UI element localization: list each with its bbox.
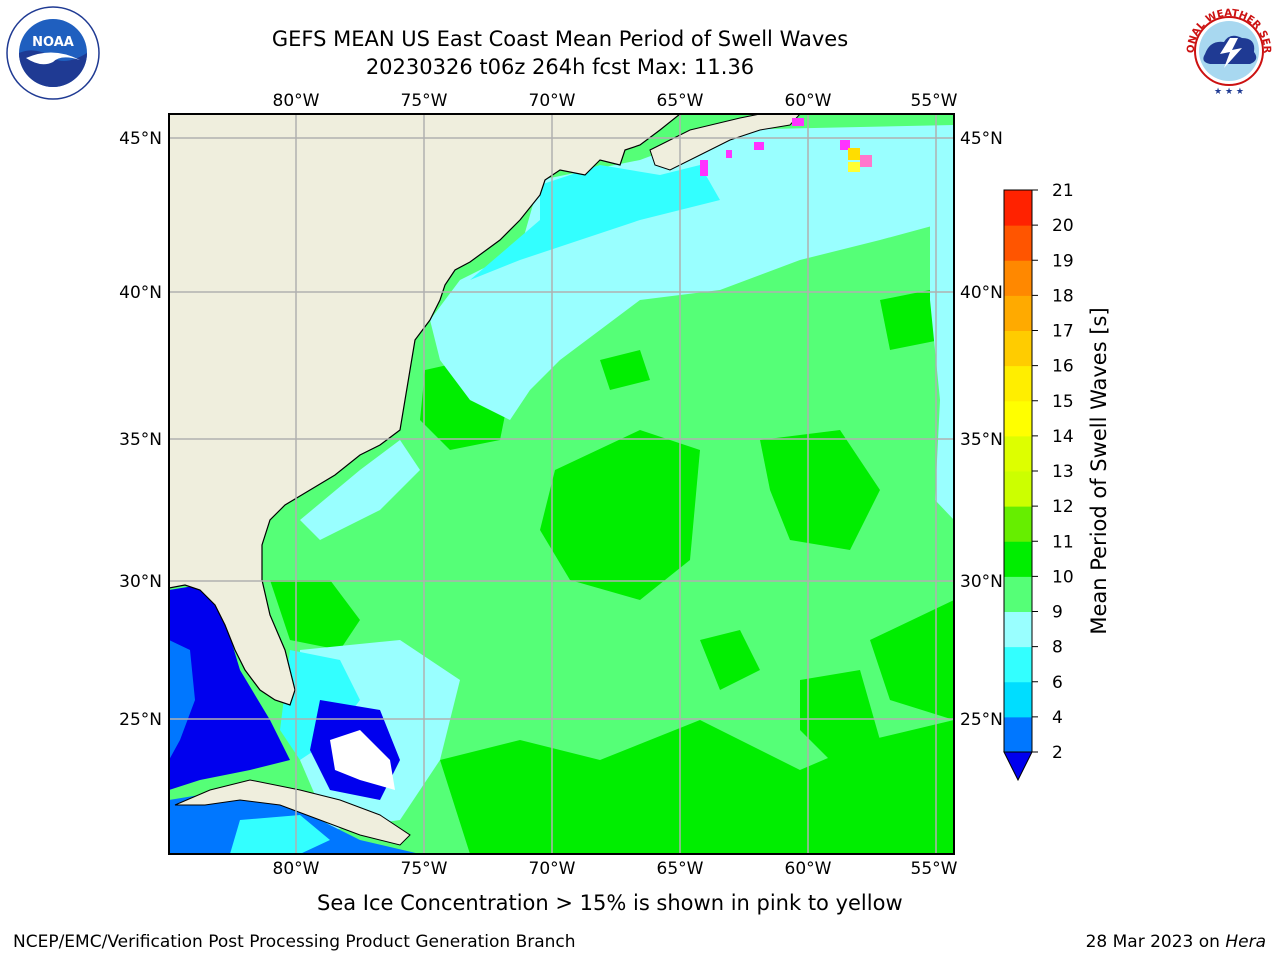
caribbean-light: [230, 815, 330, 854]
lat-tick-right: 40°N: [960, 283, 1003, 303]
colorbar-segment: [1004, 365, 1032, 402]
colorbar: 2 4 6 8 9 10 11 12 13 14 15 16 17 18 19 20 21: [1003, 181, 1074, 782]
lon-tick-bottom: 55°W: [911, 859, 958, 879]
gulf-edge: [169, 640, 195, 760]
lon-tick-bottom: 60°W: [785, 859, 832, 879]
lat-tick-right: 35°N: [960, 430, 1003, 450]
map-frame: [168, 113, 955, 855]
colorbar-label: Mean Period of Swell Waves [s]: [1087, 307, 1111, 634]
sea-ice-pixels: [700, 118, 872, 176]
colorbar-segment: [1004, 225, 1032, 261]
lat-tick-left: 25°N: [119, 710, 162, 730]
colorbar-segment: [1004, 190, 1032, 226]
noaa-logo-text: NOAA: [32, 35, 74, 50]
colorbar-tick-label: 17: [1052, 322, 1074, 342]
lon-tick-top: 65°W: [657, 91, 704, 111]
colorbar-tick-label: 6: [1052, 673, 1063, 693]
noaa-logo: NOAA: [6, 6, 100, 100]
colorbar-tick-label: 21: [1052, 181, 1074, 201]
colorbar-segment: [1004, 295, 1032, 331]
lon-tick-top: 55°W: [911, 91, 958, 111]
colorbar-tick-label: 19: [1052, 251, 1074, 271]
colorbar-tick-label: 16: [1052, 357, 1074, 377]
map-panel: [169, 114, 954, 854]
colorbar-segment: [1004, 471, 1032, 507]
run-date: 28 Mar 2023 on Hera: [1086, 932, 1266, 952]
lon-tick-bottom: 75°W: [401, 859, 448, 879]
lon-tick-top: 75°W: [401, 91, 448, 111]
colorbar-under-triangle: [1003, 751, 1033, 782]
colorbar-segment: [1004, 541, 1032, 577]
chart-subtitle: 20230326 t06z 264h fcst Max: 11.36: [365, 55, 755, 79]
lat-tick-left: 35°N: [119, 430, 162, 450]
colorbar-segment: [1004, 260, 1032, 296]
period-10-11-patches: [270, 290, 954, 854]
lat-tick-left: 30°N: [119, 572, 162, 592]
lat-ticks-right: 45°N 40°N 35°N 30°N 25°N: [960, 129, 1003, 730]
cuba-land: [174, 779, 411, 846]
colorbar-tick-label: 20: [1052, 216, 1074, 236]
lon-tick-bottom: 80°W: [273, 859, 320, 879]
colorbar-segment: [1004, 400, 1032, 437]
gulf-of-mexico: [169, 585, 290, 790]
colorbar-segment: [1004, 435, 1032, 472]
lat-tick-left: 40°N: [119, 283, 162, 303]
colorbar-segment: [1004, 646, 1032, 683]
colorbar-tick-label: 2: [1052, 743, 1063, 763]
colorbar-segment: [1004, 611, 1032, 648]
colorbar-tick-label: 14: [1052, 427, 1074, 447]
nws-logo: NATIONAL WEATHER SERVICE ★ ★ ★: [1180, 2, 1276, 98]
colorbar-tick-label: 11: [1052, 532, 1074, 552]
colorbar-tick-label: 18: [1052, 286, 1074, 306]
lon-tick-bottom: 70°W: [529, 859, 576, 879]
chart-title: GEFS MEAN US East Coast Mean Period of S…: [271, 27, 849, 51]
colorbar-segment: [1004, 506, 1032, 542]
colorbar-segment: [1004, 716, 1032, 753]
lon-tick-top: 60°W: [785, 91, 832, 111]
sea-ice-note: Sea Ice Concentration > 15% is shown in …: [317, 891, 903, 915]
lon-tick-top: 70°W: [529, 91, 576, 111]
lon-ticks-bottom: 80°W 75°W 70°W 65°W 60°W 55°W: [273, 859, 958, 879]
svg-text:★ ★ ★: ★ ★ ★: [1214, 87, 1244, 97]
nova-scotia-land: [649, 114, 801, 171]
colorbar-segment: [1004, 330, 1032, 367]
graticule: [169, 114, 954, 854]
shelf-period-8-9-south: [300, 440, 420, 540]
lat-ticks-left: 45°N 40°N 35°N 30°N 25°N: [119, 129, 162, 730]
bahamas-land-mask: [330, 730, 395, 790]
machine-name: Hera: [1225, 932, 1266, 952]
colorbar-tick-label: 8: [1052, 638, 1063, 658]
colorbar-segment: [1004, 681, 1032, 718]
colorbar-tick-label: 13: [1052, 462, 1074, 482]
lon-tick-bottom: 65°W: [657, 859, 704, 879]
lat-tick-left: 45°N: [119, 129, 162, 149]
lon-tick-top: 80°W: [273, 91, 320, 111]
colorbar-segment: [1004, 576, 1032, 612]
lat-tick-right: 25°N: [960, 710, 1003, 730]
lon-ticks-top: 80°W 75°W 70°W 65°W 60°W 55°W: [273, 91, 958, 111]
nearshore-period-6-8: [470, 165, 720, 280]
date-text: 28 Mar 2023 on: [1085, 932, 1226, 952]
lat-tick-right: 45°N: [960, 129, 1003, 149]
colorbar-tick-label: 15: [1052, 392, 1074, 412]
lat-tick-right: 30°N: [960, 572, 1003, 592]
colorbar-tick-label: 4: [1052, 708, 1063, 728]
credit-text: NCEP/EMC/Verification Post Processing Pr…: [13, 932, 576, 952]
colorbar-tick-label: 12: [1052, 497, 1074, 517]
colorbar-tick-label: 9: [1052, 603, 1063, 623]
colorbar-tick-label: 10: [1052, 567, 1074, 587]
